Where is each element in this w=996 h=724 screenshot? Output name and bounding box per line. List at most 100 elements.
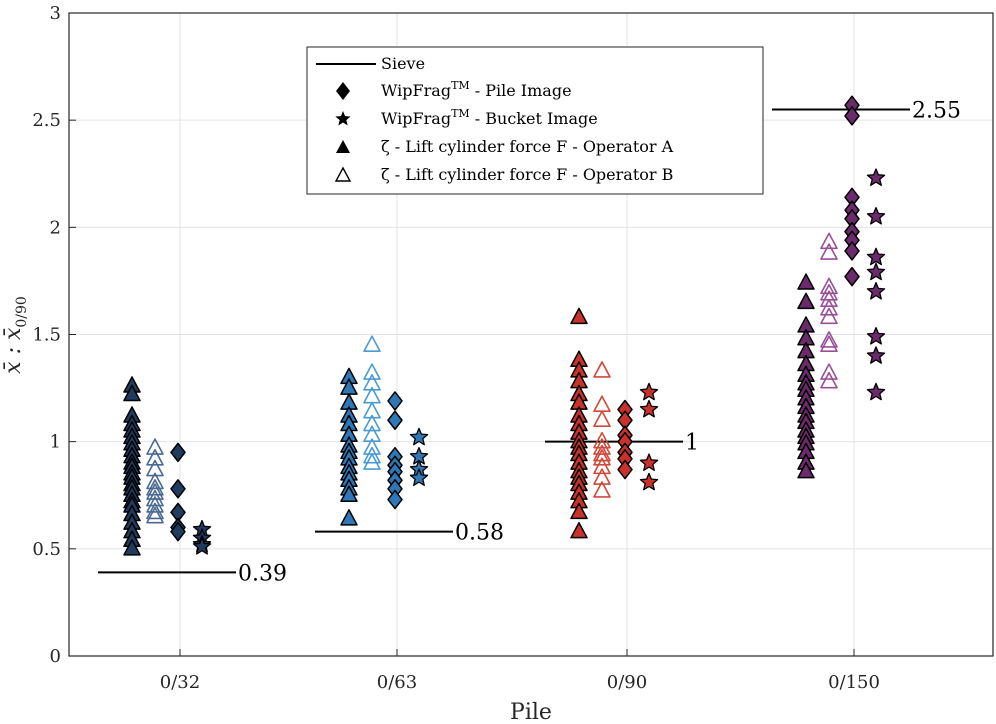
pile-image-point — [170, 442, 186, 463]
legend-open-triangle-icon — [334, 166, 352, 182]
x-axis-title: Pile — [510, 700, 552, 724]
operator-b-point — [820, 307, 838, 325]
svg-text:x̄ : x̄0/90: x̄ : x̄0/90 — [1, 296, 30, 374]
pile-image-point — [844, 106, 860, 126]
operator-a-point — [570, 502, 588, 520]
bucket-image-point — [639, 382, 659, 401]
operator-b-point — [146, 449, 164, 466]
operator-b-point — [363, 414, 381, 432]
operator-b-point — [820, 335, 838, 353]
operator-a-point — [570, 307, 588, 325]
legend-star-icon — [335, 111, 351, 126]
y-tick-label: 1 — [50, 432, 61, 453]
bucket-image-point — [866, 281, 886, 300]
pile-image-point — [387, 410, 403, 430]
operator-b-point — [820, 331, 838, 348]
operator-b-point — [593, 444, 611, 462]
bucket-image-point — [639, 453, 659, 472]
pile-image-point — [844, 266, 860, 287]
operator-b-point — [820, 232, 838, 250]
operator-b-point — [363, 425, 381, 443]
bucket-image-point — [866, 262, 886, 281]
operator-b-point — [593, 457, 611, 475]
operator-a-point — [797, 461, 815, 479]
pile-image-point — [387, 489, 403, 510]
legend: Sieve WipFragTM - Pile Image WipFragTM -… — [306, 46, 764, 195]
y-axis-title: x̄ : x̄0/90 — [1, 296, 30, 374]
sieve-value-label: 0.39 — [238, 561, 287, 586]
legend-filled-triangle-icon — [336, 140, 350, 153]
operator-b-point — [820, 243, 838, 260]
legend-pile-image-label: WipFragTM - Pile Image — [381, 79, 572, 100]
operator-b-point — [363, 373, 381, 391]
operator-b-point — [820, 290, 838, 308]
x-tick-label: 0/63 — [377, 672, 417, 693]
operator-b-point — [146, 483, 164, 500]
operator-b-point — [820, 298, 838, 316]
operator-b-point — [593, 438, 611, 455]
operator-a-point — [340, 485, 358, 502]
operator-b-point — [146, 489, 164, 507]
y-tick-label: 0.5 — [32, 539, 61, 560]
operator-b-point — [146, 496, 164, 513]
y-tick-label: 0 — [50, 646, 61, 667]
pile-image-point — [617, 459, 633, 480]
operator-b-point — [146, 438, 164, 455]
bucket-image-point — [409, 468, 429, 487]
operator-b-point — [820, 277, 838, 295]
operator-b-point — [146, 472, 164, 490]
x-tick-label: 0/90 — [607, 672, 647, 693]
pile-image-point — [387, 391, 403, 411]
legend-diamond-icon — [336, 82, 350, 100]
operator-a-point — [123, 539, 141, 556]
legend-operator-a-label: ζ - Lift cylinder force F - Operator A — [381, 137, 674, 156]
legend-star-shape — [335, 111, 351, 126]
sieve-value-label: 2.55 — [912, 98, 961, 123]
y-tick-label: 2 — [50, 217, 61, 238]
operator-a-point — [123, 384, 141, 402]
bucket-image-point — [866, 382, 886, 401]
bucket-image-point — [866, 247, 886, 266]
legend-operator-b-label: ζ - Lift cylinder force F - Operator B — [381, 165, 673, 184]
bucket-image-point — [866, 168, 886, 186]
operator-b-point — [363, 335, 381, 353]
legend-sieve-label: Sieve — [381, 54, 425, 73]
data-points — [123, 95, 886, 556]
operator-b-point — [146, 506, 164, 524]
operator-b-point — [593, 481, 611, 498]
x-tick-label: 0/32 — [160, 672, 200, 693]
y-tick-label: 2.5 — [32, 110, 61, 131]
operator-a-point — [797, 292, 815, 310]
operator-b-point — [146, 459, 164, 477]
operator-a-point — [570, 521, 588, 539]
pile-image-point — [170, 479, 186, 499]
y-tick-label: 1.5 — [32, 325, 61, 346]
operator-b-point — [146, 502, 164, 520]
pile-image-point — [170, 521, 186, 542]
operator-b-point — [593, 468, 611, 485]
x-axis-ticks: 0/32 0/63 0/90 0/150 — [160, 649, 880, 693]
operator-a-point — [340, 509, 358, 526]
operator-b-point — [363, 363, 381, 380]
operator-b-point — [363, 401, 381, 419]
bucket-image-point — [866, 346, 886, 364]
operator-b-point — [820, 371, 838, 389]
sieve-value-label: 1 — [685, 431, 699, 456]
operator-b-point — [593, 361, 611, 378]
operator-b-point — [593, 410, 611, 428]
operator-a-point — [797, 273, 815, 290]
bucket-image-point — [866, 206, 886, 225]
operator-b-point — [593, 395, 611, 413]
pile-image-point — [844, 241, 860, 261]
y-axis-title-main: x̄ : x̄ — [1, 327, 26, 374]
bucket-image-point — [866, 326, 886, 345]
bucket-image-point — [192, 537, 212, 555]
bucket-image-point — [639, 399, 659, 418]
legend-bucket-image-label: WipFragTM - Bucket Image — [381, 107, 598, 128]
x-tick-label: 0/150 — [828, 672, 880, 693]
sieve-value-label: 0.58 — [455, 521, 504, 546]
y-axis-ticks: 0 0.5 1 1.5 2 2.5 3 — [32, 3, 76, 667]
operator-b-point — [363, 446, 381, 464]
operator-b-point — [146, 479, 164, 496]
